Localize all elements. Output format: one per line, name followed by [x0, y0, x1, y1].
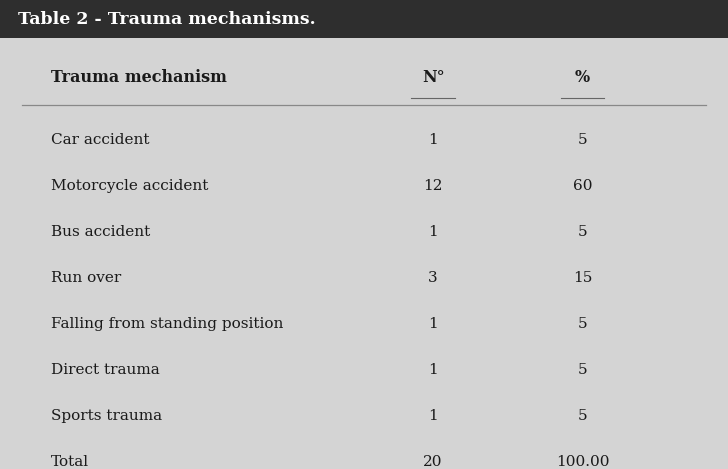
- Text: Table 2 - Trauma mechanisms.: Table 2 - Trauma mechanisms.: [18, 10, 316, 28]
- Text: 20: 20: [424, 455, 443, 469]
- Text: 5: 5: [577, 133, 587, 147]
- Text: Total: Total: [51, 455, 89, 469]
- Text: 1: 1: [428, 409, 438, 423]
- Text: 1: 1: [428, 225, 438, 239]
- Text: 5: 5: [577, 409, 587, 423]
- Text: Run over: Run over: [51, 271, 121, 285]
- Text: 12: 12: [424, 179, 443, 193]
- Text: 1: 1: [428, 363, 438, 377]
- Text: Sports trauma: Sports trauma: [51, 409, 162, 423]
- Text: 3: 3: [428, 271, 438, 285]
- Text: 1: 1: [428, 317, 438, 331]
- Text: 5: 5: [577, 317, 587, 331]
- Text: N°: N°: [422, 69, 445, 86]
- Text: 5: 5: [577, 363, 587, 377]
- Text: Direct trauma: Direct trauma: [51, 363, 159, 377]
- Text: %: %: [575, 69, 590, 86]
- Text: 100.00: 100.00: [555, 455, 609, 469]
- Text: Bus accident: Bus accident: [51, 225, 150, 239]
- Text: Trauma mechanism: Trauma mechanism: [51, 69, 227, 86]
- Text: Car accident: Car accident: [51, 133, 149, 147]
- Text: Motorcycle accident: Motorcycle accident: [51, 179, 208, 193]
- Text: 15: 15: [573, 271, 592, 285]
- Text: 5: 5: [577, 225, 587, 239]
- Text: 1: 1: [428, 133, 438, 147]
- Text: 60: 60: [573, 179, 592, 193]
- Text: Falling from standing position: Falling from standing position: [51, 317, 283, 331]
